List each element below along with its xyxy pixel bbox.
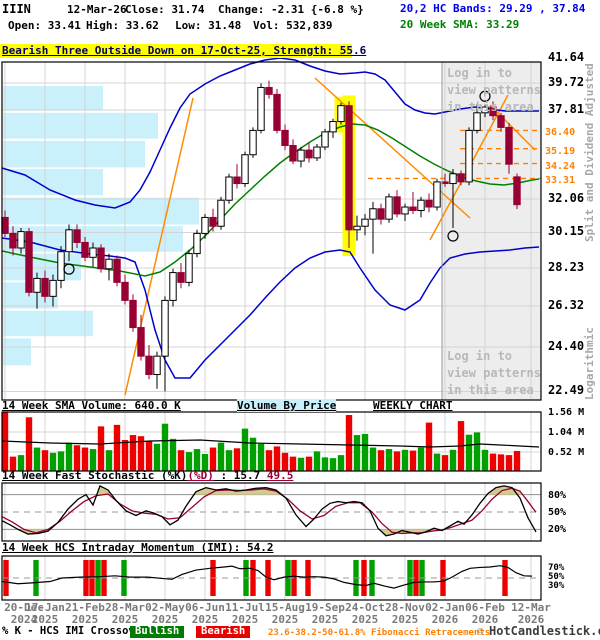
imi-scale-label: 70% [548,563,565,573]
bullish-legend-badge: Bullish [130,625,185,638]
open-value: Open: 33.41 [8,19,81,32]
fibonacci-legend-label: 23.6-38.2-50-61.8% Fibonacci Retracement… [268,628,491,638]
price-axis-label: 39.72 [548,75,585,89]
date-axis-label: 02-Jan 2026 [425,601,465,627]
low-value: Low: 31.48 [175,19,242,32]
date-axis-label: 28-Nov 2025 [385,601,425,627]
log-scale-note: Logarithmic [583,327,596,400]
price-axis-label: 22.49 [548,383,585,397]
date-axis-label: 28-Mar 2025 [105,601,145,627]
pattern-alert-banner: Bearish Three Outside Down on 17-Oct-25,… [0,44,367,59]
date-axis-label: 11-Jul 2025 [225,601,265,627]
volume-panel-title: 14 Week SMA Volume: 640.0 K [2,399,181,412]
volume-scale-label: 0.52 M [548,447,585,458]
stoch-scale-label: 20% [548,524,567,535]
date-axis-label: 24-Oct 2025 [345,601,385,627]
volume-scale-label: 1.56 M [548,407,585,418]
date-axis-label: 06-Feb 2026 [465,601,505,627]
site-link[interactable]: HotCandlestick.com [489,624,600,638]
imi-panel-title: 14 Week HCS Intraday Momentum (IMI): 54.… [2,541,274,554]
fib-level-label: 33.31 [545,175,576,186]
ticker-symbol: IIIN [2,2,31,16]
price-axis-label: 37.81 [548,102,585,116]
date-axis-label: 19-Sep 2025 [305,601,345,627]
date-axis-label: 02-May 2025 [145,601,185,627]
volume-scale-label: 1.04 M [548,427,585,438]
stoch-scale-label: 50% [548,507,567,518]
copyright-icon: © [477,625,484,638]
adjusted-axis-note: Split and Dividend Adjusted [583,63,596,242]
date-axis-label: 20-Dec 2024 [4,601,44,627]
fib-level-label: 34.24 [545,161,576,172]
high-value: High: 33.62 [86,19,159,32]
price-axis-label: 41.64 [548,50,585,64]
login-prompt-bottom[interactable]: Log in to view patterns in this area [447,349,541,397]
price-axis-label: 32.06 [548,191,585,205]
date-axis-label: 17-Jan 2025 [25,601,65,627]
volume-value: Vol: 532,839 [253,19,333,32]
stochastic-panel-title: 14 Week Fast Stochastic (%K)(%D) : 15.7 … [2,469,294,482]
weekly-chart-label: WEEKLY CHART [373,399,453,412]
price-axis-label: 28.23 [548,260,585,274]
price-axis-label: 26.32 [548,298,585,312]
sma20-value: 20 Week SMA: 33.29 [400,18,520,31]
fib-level-label: 36.40 [545,127,576,138]
login-prompt-top[interactable]: Log in to view patterns in this area [447,66,541,114]
imi-scale-label: 30% [548,581,565,591]
imi-scale-label: 50% [548,572,565,582]
hc-bands-value: 20,2 HC Bands: 29.29 , 37.84 [400,2,586,15]
date-axis-label: 21-Feb 2025 [65,601,105,627]
change-value: Change: -2.31 {-6.8 %} [218,3,364,16]
date-axis-label: 12-Mar 2026 [511,601,551,627]
price-axis-label: 30.15 [548,224,585,238]
date-axis-label: 15-Aug 2025 [265,601,305,627]
bearish-legend-badge: Bearish [196,625,251,638]
stoch-scale-label: 80% [548,490,567,501]
quote-date: 12-Mar-26 [67,3,127,16]
date-axis-label: 06-Jun 2025 [185,601,225,627]
close-value: Close: 31.74 [125,3,205,16]
fib-level-label: 35.19 [545,146,576,157]
volume-by-price-label: Volume By Price [237,399,337,412]
price-axis-label: 24.40 [548,339,585,353]
crossover-legend-label: % K - HCS IMI Crossover, [2,625,154,637]
